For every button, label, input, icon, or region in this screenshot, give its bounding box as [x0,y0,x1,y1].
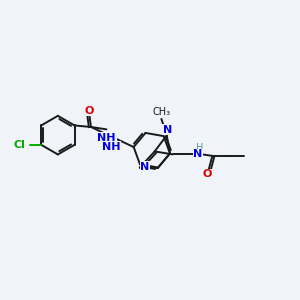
Text: N: N [193,149,203,159]
Text: NH: NH [102,142,120,152]
Text: O: O [85,106,94,116]
Text: N: N [140,162,150,172]
Text: O: O [202,169,212,179]
Text: Cl: Cl [14,140,26,150]
Text: N: N [163,125,172,135]
Text: NH: NH [97,133,116,143]
Text: NH: NH [98,133,116,143]
Text: H: H [196,143,203,153]
Text: CH₃: CH₃ [152,107,170,117]
